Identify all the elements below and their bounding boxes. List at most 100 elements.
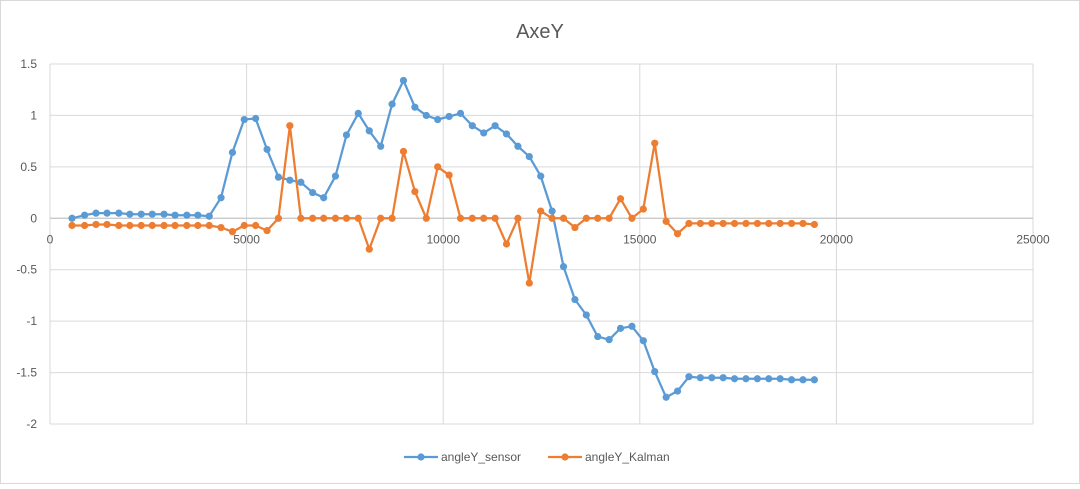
data-point-angley-kalman — [742, 219, 750, 228]
data-point-angley-sensor — [753, 375, 761, 383]
data-point-angley-sensor — [399, 76, 408, 85]
data-point-angley-kalman — [491, 214, 499, 222]
data-point-angley-kalman — [810, 220, 818, 229]
data-point-angley-kalman — [228, 228, 237, 236]
data-point-angley-sensor — [422, 111, 430, 120]
y-tick-label: 1 — [30, 108, 37, 122]
data-point-angley-sensor — [194, 211, 202, 219]
data-point-angley-sensor — [263, 145, 271, 153]
data-point-angley-kalman — [799, 219, 807, 228]
y-tick-label: -2 — [26, 417, 37, 431]
data-point-angley-sensor — [81, 211, 89, 219]
x-tick-label: 0 — [47, 232, 54, 246]
data-point-angley-sensor — [103, 209, 111, 217]
data-point-angley-kalman — [525, 279, 533, 287]
data-point-angley-kalman — [514, 214, 522, 222]
data-point-angley-kalman — [594, 214, 602, 222]
data-point-angley-kalman — [730, 219, 739, 228]
data-point-angley-sensor — [776, 375, 784, 383]
x-tick-label: 5000 — [233, 232, 260, 246]
data-point-angley-kalman — [103, 220, 111, 229]
data-point-angley-sensor — [286, 176, 294, 184]
data-point-angley-sensor — [388, 100, 396, 108]
data-point-angley-kalman — [571, 223, 579, 232]
data-point-angley-kalman — [252, 221, 260, 230]
data-point-angley-kalman — [342, 214, 351, 222]
data-point-angley-sensor — [799, 376, 807, 384]
data-point-angley-sensor — [434, 115, 442, 124]
data-point-angley-kalman — [708, 219, 716, 228]
data-point-angley-sensor — [365, 127, 373, 135]
data-point-angley-kalman — [240, 221, 248, 230]
data-point-angley-sensor — [810, 376, 818, 384]
data-point-angley-kalman — [194, 221, 202, 230]
x-tick-label: 15000 — [623, 232, 657, 246]
legend-label-angley-kalman: angleY_Kalman — [585, 450, 670, 464]
data-point-angley-sensor — [183, 211, 191, 219]
data-point-angley-sensor — [205, 212, 213, 220]
data-point-angley-kalman — [148, 221, 156, 230]
data-point-angley-sensor — [514, 142, 522, 150]
data-point-angley-sensor — [456, 109, 465, 117]
data-point-angley-sensor — [502, 130, 511, 138]
series-group — [68, 76, 818, 401]
data-point-angley-sensor — [719, 374, 727, 382]
data-point-angley-kalman — [217, 223, 225, 232]
data-point-angley-kalman — [502, 240, 511, 248]
data-point-angley-kalman — [628, 214, 636, 222]
data-point-angley-kalman — [354, 214, 362, 222]
x-tick-label: 10000 — [427, 232, 461, 246]
data-point-angley-sensor — [605, 336, 613, 344]
data-point-angley-kalman — [434, 163, 442, 171]
data-point-angley-sensor — [468, 122, 476, 130]
data-point-angley-kalman — [456, 214, 465, 222]
data-point-angley-sensor — [68, 214, 76, 222]
data-point-angley-sensor — [628, 322, 636, 330]
data-point-angley-kalman — [582, 214, 590, 222]
data-point-angley-kalman — [559, 214, 568, 222]
data-point-angley-kalman — [468, 214, 476, 222]
legend: angleY_sensor angleY_Kalman — [404, 450, 670, 464]
data-point-angley-sensor — [217, 194, 225, 202]
data-point-angley-kalman — [422, 214, 430, 222]
data-point-angley-kalman — [787, 219, 796, 228]
axes: 1.5 1 0.5 0 -0.5 -1 -1.5 -2 0 5000 10000 15000 20000… — [16, 57, 1050, 431]
data-point-angley-kalman — [719, 219, 727, 228]
data-point-angley-sensor — [240, 115, 248, 124]
data-point-angley-sensor — [662, 393, 670, 401]
data-point-angley-kalman — [411, 187, 419, 196]
data-point-angley-kalman — [639, 205, 647, 213]
data-point-angley-sensor — [696, 374, 704, 382]
data-point-angley-sensor — [491, 122, 499, 130]
data-point-angley-sensor — [445, 112, 453, 121]
data-point-angley-sensor — [137, 210, 145, 218]
data-point-angley-sensor — [115, 209, 123, 217]
data-point-angley-sensor — [582, 311, 590, 319]
data-point-angley-sensor — [594, 332, 602, 341]
data-point-angley-kalman — [696, 219, 704, 228]
data-point-angley-sensor — [320, 194, 328, 202]
data-point-angley-kalman — [651, 139, 659, 147]
data-point-angley-kalman — [274, 214, 283, 222]
x-tick-label: 20000 — [820, 232, 854, 246]
data-point-angley-kalman — [137, 221, 145, 230]
data-point-angley-sensor — [730, 375, 739, 383]
data-point-angley-kalman — [673, 230, 682, 238]
data-point-angley-kalman — [115, 221, 123, 230]
data-point-angley-kalman — [126, 221, 134, 230]
data-point-angley-sensor — [548, 207, 556, 215]
data-point-angley-sensor — [342, 131, 351, 139]
data-point-angley-sensor — [228, 148, 237, 157]
data-point-angley-sensor — [377, 142, 385, 150]
data-point-angley-kalman — [605, 214, 613, 222]
data-point-angley-kalman — [685, 219, 693, 228]
legend-marker-angley-kalman — [561, 453, 569, 461]
data-point-angley-sensor — [480, 129, 488, 137]
y-tick-label: -1 — [26, 314, 37, 328]
data-point-angley-sensor — [171, 211, 179, 219]
data-point-angley-kalman — [537, 207, 545, 215]
data-point-angley-sensor — [765, 375, 773, 383]
data-point-angley-kalman — [331, 214, 340, 222]
